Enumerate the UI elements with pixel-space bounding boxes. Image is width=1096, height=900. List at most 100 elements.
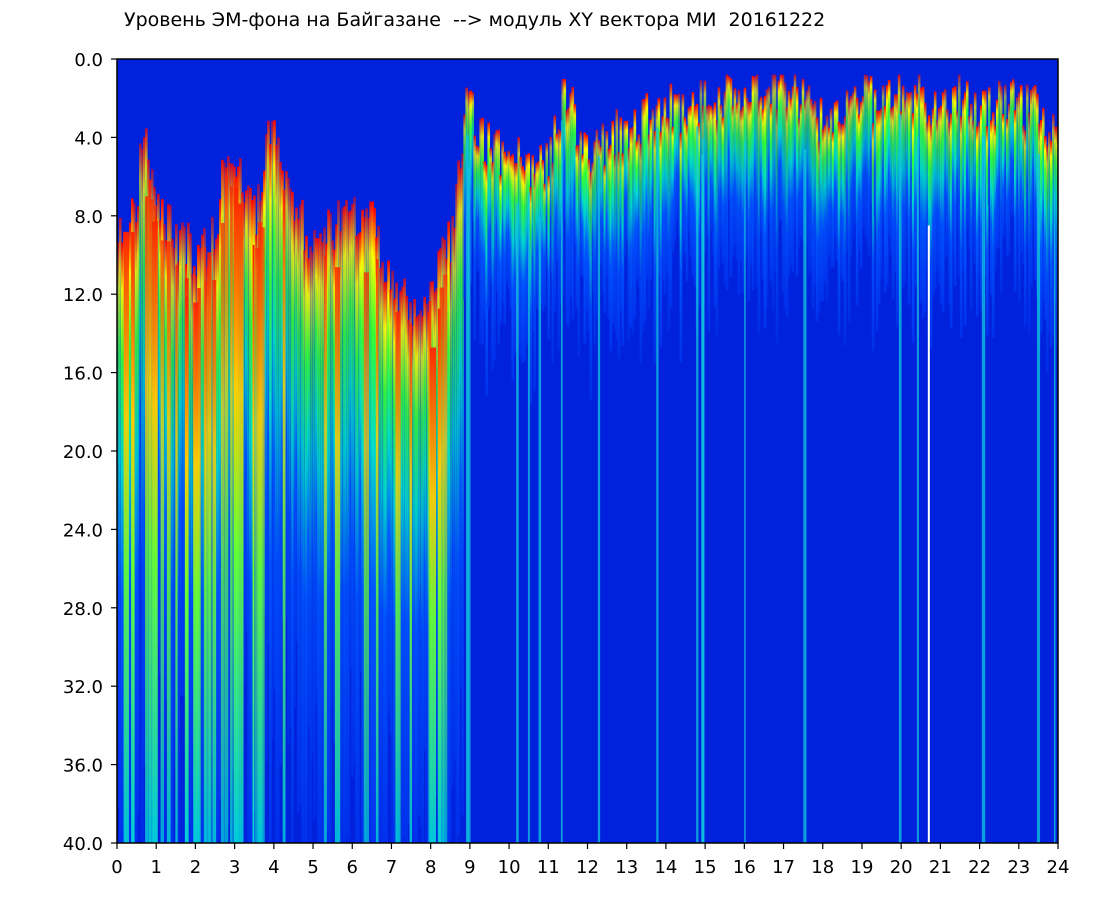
heatmap-column [827,127,831,257]
heatmap-column [519,156,523,357]
heatmap-column [823,125,827,283]
heatmap-column [667,118,671,331]
heatmap-column [649,119,653,280]
heatmap-column [403,278,406,838]
heatmap-column [319,233,322,843]
x-tick-label: 16 [733,857,756,878]
heatmap-column [619,117,623,311]
heatmap-column [473,135,476,342]
heatmap-column [873,89,877,218]
heatmap-column [747,102,751,302]
heatmap-stripe [1036,153,1041,843]
heatmap-column [651,109,655,251]
heatmap-column [529,187,533,405]
heatmap-column [407,319,410,824]
heatmap-column [627,148,631,342]
heatmap-stripe [443,274,448,843]
heatmap-column [563,78,567,220]
heatmap-column [659,131,663,347]
heatmap-column [183,226,186,697]
heatmap-column [711,108,715,255]
heatmap-stripe [744,142,746,843]
heatmap-column [509,156,513,309]
heatmap-stripe [152,221,158,843]
heatmap-stripe [898,114,902,843]
heatmap-column [331,240,334,706]
heatmap-stripe [538,216,542,843]
heatmap-column [421,315,424,843]
heatmap-column [387,260,390,714]
heatmap-column [837,121,841,335]
heatmap-stripe [656,127,659,843]
heatmap-column [697,122,701,308]
heatmap-column [583,132,587,344]
x-tick-label: 18 [811,857,834,878]
heatmap-column [313,229,316,820]
heatmap-column [613,154,617,330]
heatmap-column [355,235,358,843]
heatmap-column [585,135,589,311]
heatmap-column [907,92,911,306]
heatmap-column [631,126,635,335]
heatmap-column [447,221,450,843]
heatmap-stripe [212,279,217,843]
heatmap-column [1013,110,1017,293]
heatmap-column [983,90,987,278]
heatmap-stripe [123,231,129,843]
heatmap-column [581,154,585,277]
heatmap-stripe [439,287,444,843]
heatmap-column [347,211,350,843]
x-tick-label: 21 [929,857,952,878]
heatmap-column [309,246,312,843]
x-tick-label: 9 [464,857,475,878]
heatmap-column [121,242,124,843]
heatmap-stripe [160,240,164,843]
heatmap-column [725,74,729,291]
heatmap-column [647,134,651,309]
heatmap-column [673,94,677,243]
heatmap-column [553,115,557,312]
heatmap-stripe [259,227,265,843]
heatmap-column [579,131,583,276]
heatmap-column [941,92,945,312]
heatmap-column [485,164,488,397]
heatmap-column [939,105,943,305]
heatmap-column [891,106,895,300]
heatmap-stripe [145,196,149,843]
x-tick-label: 10 [498,857,521,878]
heatmap-stripe [467,167,471,843]
heatmap-column [137,206,140,814]
heatmap-column [777,80,781,221]
heatmap-column [1049,140,1053,348]
y-tick-label: 28.0 [63,599,103,620]
heatmap-stripe [230,186,233,843]
heatmap-column [449,262,452,843]
heatmap-column [863,74,867,236]
heatmap-column [305,235,308,843]
axes: 0 1 2 3 4 5 6 7 8 9 10 11 12 13 14 15 16 17 18 19 20 21 22 23 24… [63,50,1070,878]
heatmap-column [615,108,619,340]
heatmap-column [641,99,645,332]
heatmap-column [1017,92,1021,302]
heatmap-column [931,108,935,298]
heatmap-column [967,115,971,250]
heatmap-column [543,183,547,307]
heatmap-column [861,96,865,229]
heatmap-column [351,204,354,778]
heatmap-column [771,74,775,310]
heatmap-column [819,97,823,302]
heatmap-column [775,108,779,344]
heatmap-column [999,86,1003,294]
heatmap-column [809,98,813,272]
heatmap-stripe [916,136,919,843]
heatmap-column [723,91,727,284]
heatmap-column [671,126,675,253]
y-tick-label: 0.0 [74,50,103,71]
heatmap-column [565,110,569,325]
heatmap-column [645,93,649,279]
heatmap-column [935,120,939,271]
heatmap-column [785,107,789,318]
heatmap-column [699,80,703,257]
heatmap-column [549,136,553,272]
heatmap-column [669,83,673,309]
